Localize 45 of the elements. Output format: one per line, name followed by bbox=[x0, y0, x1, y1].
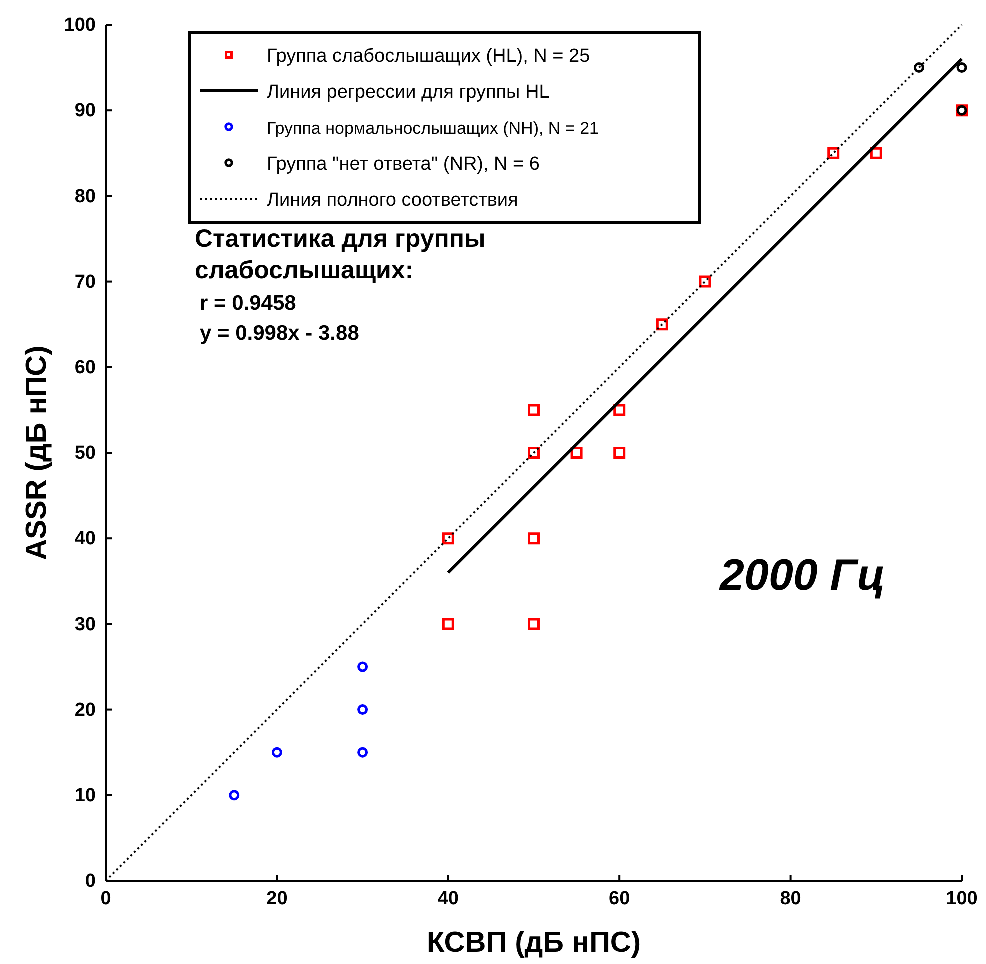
point bbox=[358, 747, 368, 758]
y-tick-label: 20 bbox=[74, 700, 96, 721]
point bbox=[528, 447, 540, 459]
point bbox=[699, 276, 712, 288]
annotation: y = 0.998x - 3.88 bbox=[200, 322, 360, 345]
x-tick-label: 20 bbox=[266, 888, 288, 910]
legend-label: Линия полного соответствия bbox=[267, 190, 518, 211]
point bbox=[358, 662, 368, 672]
y-tick-label: 60 bbox=[74, 357, 96, 378]
legend-label: Группа "нет ответа" (NR), N = 6 bbox=[267, 154, 540, 175]
point bbox=[358, 704, 368, 716]
annotation: Статистика для группы слабослышащих: bbox=[195, 225, 486, 284]
point bbox=[442, 618, 454, 630]
y-tick-label: 30 bbox=[74, 614, 96, 636]
point bbox=[528, 532, 540, 545]
y-tick-label: 90 bbox=[74, 100, 96, 122]
y-tick-label: 0 bbox=[85, 871, 96, 892]
x-tick-label: 80 bbox=[780, 888, 802, 910]
legend-label: Группа слабослышащих (HL), N = 25 bbox=[267, 46, 590, 67]
point bbox=[656, 318, 668, 331]
annotation: r = 0.9458 bbox=[200, 292, 297, 315]
point bbox=[614, 447, 626, 459]
point bbox=[914, 62, 924, 74]
y-tick-label: 50 bbox=[74, 443, 96, 464]
y-tick-label: 70 bbox=[74, 272, 96, 293]
point bbox=[528, 404, 540, 416]
annotation: 2000 Гц bbox=[719, 551, 886, 600]
point bbox=[442, 532, 454, 545]
y-tick-label: 100 bbox=[64, 15, 96, 36]
point bbox=[956, 62, 968, 74]
point bbox=[528, 618, 540, 630]
point bbox=[828, 147, 840, 160]
legend-label: Линия регрессии для группы HL bbox=[267, 82, 550, 103]
y-tick-label: 80 bbox=[74, 186, 96, 208]
y-tick-label: 40 bbox=[74, 528, 96, 550]
point bbox=[229, 790, 240, 801]
x-tick-label: 100 bbox=[946, 888, 978, 910]
legend-label: Группа нормальнослышащих (NH), N = 21 bbox=[267, 119, 599, 138]
x-tick-label: 0 bbox=[100, 888, 112, 910]
y-axis-title: ASSR (дБ нПС) bbox=[21, 346, 53, 560]
y-tick-label: 10 bbox=[74, 785, 96, 806]
x-axis-title: КСВП (дБ нПС) bbox=[426, 927, 642, 959]
point bbox=[272, 747, 282, 758]
x-tick-label: 40 bbox=[438, 888, 459, 910]
x-tick-label: 60 bbox=[609, 888, 630, 910]
